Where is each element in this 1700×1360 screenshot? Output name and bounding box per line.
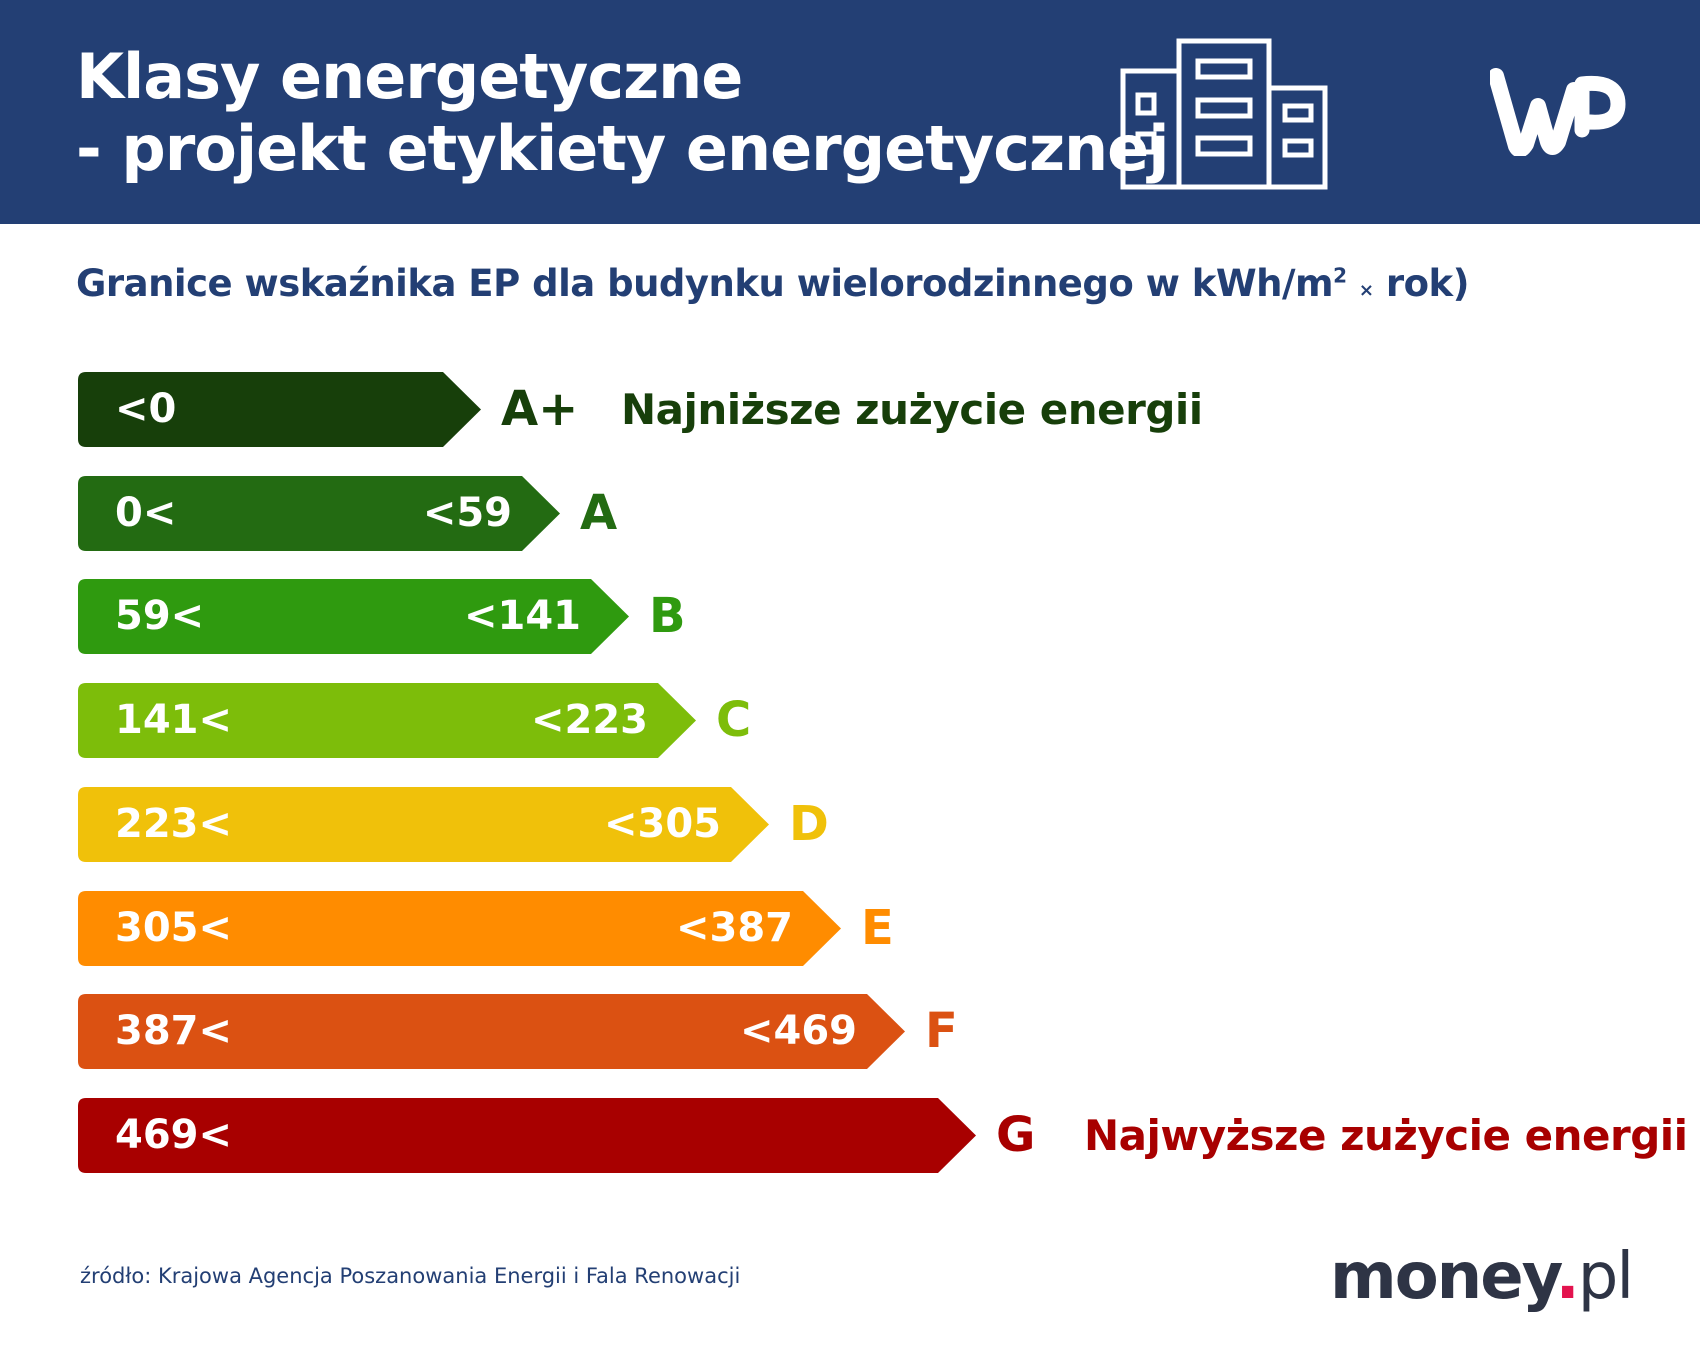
- class-description: Najniższe zużycie energii: [621, 385, 1203, 434]
- subtitle-sup: 2: [1333, 263, 1347, 288]
- class-row-E: 305< <387 E: [78, 890, 894, 966]
- range-low: 305<: [115, 904, 233, 951]
- class-letter: D: [789, 795, 829, 852]
- range-low: 141<: [115, 697, 233, 744]
- logo-suffix: pl: [1577, 1240, 1634, 1314]
- class-bar: [78, 994, 905, 1070]
- class-row-B: 59< <141 B: [78, 579, 686, 655]
- range-high: <469: [739, 1008, 857, 1055]
- range-low: 0<: [115, 489, 177, 536]
- class-row-A: 0< <59 A: [78, 475, 617, 551]
- class-letter: E: [861, 899, 894, 956]
- class-letter: G: [996, 1106, 1036, 1163]
- range-low: 387<: [115, 1008, 233, 1055]
- subtitle-times: ×: [1358, 280, 1374, 301]
- class-bar: [78, 579, 629, 655]
- logo-main: money: [1330, 1240, 1557, 1314]
- range-low: 223<: [115, 800, 233, 847]
- class-bar: [78, 475, 560, 551]
- subtitle-text: Granice wskaźnika EP dla budynku wieloro…: [76, 262, 1334, 305]
- class-letter: A+: [501, 381, 579, 437]
- class-bar: [78, 683, 696, 759]
- range-high: <141: [463, 593, 581, 640]
- class-bar: [78, 1097, 976, 1173]
- class-letter: A: [580, 484, 618, 541]
- class-bar: [78, 372, 481, 447]
- class-row-G: 469< G Najwyższe zużycie energii: [78, 1097, 1688, 1173]
- class-row-Aplus: <0 A+ Najniższe zużycie energii: [78, 372, 1203, 447]
- range-low: 469<: [115, 1111, 233, 1158]
- class-bar-shape: [78, 475, 560, 551]
- class-description: Najwyższe zużycie energii: [1084, 1110, 1688, 1160]
- class-bar: [78, 890, 841, 966]
- subtitle-tail: rok): [1385, 262, 1470, 305]
- logo-dot: .: [1555, 1240, 1579, 1314]
- source-note: źródło: Krajowa Agencja Poszanowania Ene…: [80, 1264, 741, 1288]
- class-letter: F: [925, 1003, 958, 1060]
- class-row-D: 223< <305 D: [78, 786, 829, 862]
- money-pl-logo: money.pl: [1330, 1240, 1634, 1314]
- class-letter: C: [716, 692, 752, 749]
- range-high: <223: [530, 697, 648, 744]
- class-bar-shape: [78, 372, 481, 447]
- range-high: <387: [675, 904, 793, 951]
- class-bar-shape: [78, 786, 769, 862]
- subtitle: Granice wskaźnika EP dla budynku wieloro…: [76, 262, 1470, 305]
- class-bar-shape: [78, 1097, 976, 1173]
- class-bar-shape: [78, 579, 629, 655]
- class-bar-shape: [78, 683, 696, 759]
- building-icon: [1120, 38, 1328, 190]
- range-low: 59<: [115, 593, 205, 640]
- class-letter: B: [649, 588, 686, 645]
- title-line-2: - projekt etykiety energetycznej: [76, 112, 1169, 185]
- class-bar: [78, 786, 769, 862]
- header-banner: Klasy energetyczne - projekt etykiety en…: [0, 0, 1700, 224]
- class-bar-shape: [78, 994, 905, 1070]
- wp-logo: [1490, 68, 1626, 156]
- class-row-F: 387< <469 F: [78, 994, 958, 1070]
- class-row-C: 141< <223 C: [78, 683, 751, 759]
- range-low: <0: [115, 386, 177, 432]
- range-high: <59: [422, 489, 512, 536]
- range-high: <305: [603, 800, 721, 847]
- title-line-1: Klasy energetyczne: [76, 40, 743, 113]
- class-bar-shape: [78, 890, 841, 966]
